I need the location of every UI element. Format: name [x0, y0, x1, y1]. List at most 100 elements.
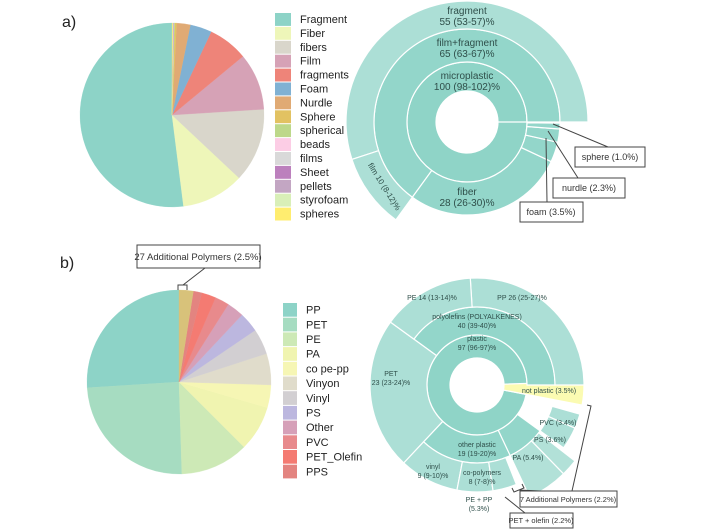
segment-label-fiber: fiber [457, 187, 477, 198]
legend-label: Foam [300, 84, 328, 96]
legend-item-vinyon: Vinyon [283, 376, 339, 391]
segment-label-pe-pp: PE + PP [466, 497, 493, 504]
legend-label: Nurdle [300, 97, 332, 109]
legend-swatch [275, 110, 291, 124]
legend-swatch [275, 68, 291, 82]
segment-label-film-fragment: film+fragment [437, 38, 498, 49]
pie-chart-b [86, 289, 272, 475]
segment-label-vinyl: vinyl [426, 464, 440, 471]
segment-value-other-plastic: 19 (19-20)% [458, 451, 497, 458]
legend-label: films [300, 153, 323, 165]
legend-b: PP PET PE PA co pe-pp Vinyon Vinyl PS Other PVC PE… [283, 303, 362, 479]
legend-label: PP [306, 305, 321, 317]
segment-label-polyolefins: polyolefins (POLYALKENES) [432, 314, 522, 321]
legend-item-beads: beads [275, 138, 330, 151]
legend-swatch [283, 450, 297, 464]
legend-label: Vinyl [306, 393, 330, 405]
sunburst-chart-b [369, 277, 585, 498]
legend-label: PS [306, 407, 321, 419]
legend-item-spheres: spheres [275, 207, 340, 221]
legend-label: spherical [300, 125, 344, 137]
legend-swatch [283, 317, 297, 332]
legend-item-pellets: pellets [275, 179, 332, 193]
legend-swatch [283, 464, 297, 479]
legend-item-spherical: spherical [275, 124, 344, 137]
sunburst-segment-film-10-8-12- [351, 149, 414, 221]
sunburst-a-callouts: sphere (1.0%) nurdle (2.3%) foam (3.5%) [519, 123, 646, 223]
segment-label-ps: PS (3.6%) [534, 437, 566, 444]
segment-label-plastic: plastic [467, 336, 487, 343]
callout-nurdle: nurdle (2.3%) [562, 183, 616, 193]
legend-swatch [283, 376, 297, 391]
legend-swatch [275, 193, 291, 207]
legend-label: fragments [300, 70, 349, 82]
legend-swatch [275, 40, 291, 54]
segment-label-co-polymers: co-polymers [463, 470, 502, 477]
legend-swatch [275, 13, 291, 26]
legend-label: PVC [306, 437, 329, 449]
legend-item-sheet: Sheet [275, 165, 329, 179]
legend-swatch [283, 420, 297, 435]
segment-value-fiber: 28 (26-30)% [439, 198, 494, 209]
legend-label: PPS [306, 466, 328, 478]
legend-swatch [275, 96, 291, 110]
segment-label-pp: PP 26 (25-27)% [497, 295, 547, 302]
legend-label: Sphere [300, 111, 335, 123]
legend-item-pp: PP [283, 303, 321, 317]
pie-slice-fibers [171, 109, 265, 179]
legend-item-nurdle: Nurdle [275, 96, 332, 109]
legend-label: beads [300, 139, 330, 151]
panel-label-a: a) [62, 14, 76, 31]
sunburst-segment-not-plastic-3-5- [502, 381, 585, 406]
sunburst-chart-a [345, 0, 589, 221]
segment-label-pe: PE 14 (13-14)% [407, 295, 457, 302]
legend-item-sphere: Sphere [275, 110, 335, 123]
legend-item-fragment: Fragment [275, 13, 347, 26]
sunburst-segment-small-segment-14 [547, 405, 581, 429]
legend-item-ps: PS [283, 405, 321, 420]
pie-slice-additional-polymers [178, 289, 194, 383]
legend-swatch [283, 303, 297, 317]
legend-swatch [283, 391, 297, 405]
legend-swatch [283, 347, 297, 361]
legend-item-pe: PE [283, 332, 321, 347]
legend-label: Fragment [300, 14, 347, 26]
legend-label: PA [306, 349, 321, 361]
segment-label-pa: PA (5.4%) [513, 455, 544, 462]
segment-value-microplastic: 100 (98-102)% [434, 82, 500, 93]
legend-item-fragments: fragments [275, 68, 349, 82]
sunburst-segment-pet [369, 321, 444, 464]
legend-swatch [275, 54, 291, 68]
legend-swatch [275, 26, 291, 40]
legend-item-pet-olefin: PET_Olefin [283, 450, 362, 464]
pie-b-callout: 27 Additional Polymers (2.5%) [134, 244, 262, 290]
sunburst-segment-pe-14-13-14- [389, 277, 473, 340]
segment-label-fragment: fragment [447, 6, 487, 17]
legend-label: PET [306, 319, 328, 331]
legend-item-pa: PA [283, 347, 321, 361]
legend-label: Film [300, 56, 321, 68]
segment-value-pe-pp: (5.3%) [469, 506, 490, 513]
legend-item-pet: PET [283, 317, 328, 332]
segment-value-vinyl: 9 (9-10)% [418, 473, 449, 480]
legend-item-co-pe-pp: co pe-pp [283, 361, 349, 376]
segment-value-polyolefins: 40 (39-40)% [458, 323, 497, 330]
legend-label: fibers [300, 42, 327, 54]
legend-label: Other [306, 422, 334, 434]
sunburst-b-callouts: 7 Additional Polymers (2.2%) PET + olefi… [504, 404, 618, 529]
legend-swatch [275, 138, 291, 151]
legend-swatch [283, 332, 297, 347]
legend-swatch [275, 82, 291, 96]
legend-swatch [275, 124, 291, 138]
legend-label: styrofoam [300, 195, 348, 207]
sunburst-segment-fragment [345, 0, 589, 161]
segment-value-fragment: 55 (53-57)% [439, 17, 494, 28]
legend-label: pellets [300, 181, 332, 193]
pie-slice-spheres [171, 22, 173, 116]
sunburst-segment-small-segment-12 [530, 431, 576, 475]
segment-value-pet: 23 (23-24)% [372, 380, 411, 387]
legend-item-styrofoam: styrofoam [275, 193, 348, 207]
pie-chart-a [79, 22, 265, 208]
legend-item-pps: PPS [283, 464, 328, 479]
